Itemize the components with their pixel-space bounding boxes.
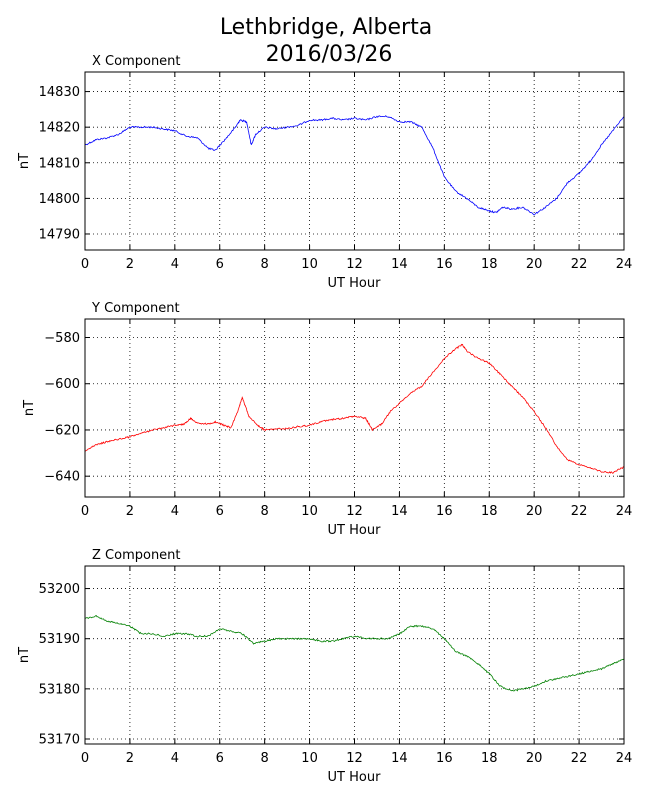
- x-tick-label: 0: [81, 504, 89, 519]
- x-tick-label: 12: [346, 257, 363, 272]
- x-tick-label: 14: [391, 751, 408, 766]
- y-tick-label: −580: [44, 331, 80, 346]
- y-tick-label: 14820: [39, 121, 80, 136]
- x-tick-label: 10: [301, 751, 318, 766]
- y-component-xlabel: UT Hour: [328, 523, 382, 538]
- x-tick-label: 12: [346, 504, 363, 519]
- y-tick-label: 53190: [39, 632, 80, 647]
- x-tick-label: 2: [126, 257, 134, 272]
- x-tick-label: 6: [216, 504, 224, 519]
- x-tick-label: 18: [481, 257, 498, 272]
- y-component-panel: Y Component nT UT Hour 0 2 4 6 8 10 12 14 16 18 20…: [22, 301, 632, 538]
- x-tick-label: 4: [171, 751, 179, 766]
- x-tick-label: 24: [616, 751, 633, 766]
- series-line: [84, 614, 625, 692]
- x-component-ylabel: nT: [17, 153, 32, 169]
- x-tick-label: 4: [171, 504, 179, 519]
- x-tick-label: 16: [436, 257, 453, 272]
- y-tick-label: 14790: [39, 227, 80, 242]
- x-tick-label: 20: [526, 751, 543, 766]
- figure-title-line2: 2016/03/26: [266, 42, 393, 67]
- figure-title-line1: Lethbridge, Alberta: [220, 15, 432, 40]
- series-line: [84, 115, 625, 216]
- x-tick-label: 24: [616, 504, 633, 519]
- x-tick-label: 20: [526, 257, 543, 272]
- y-tick-label: 14800: [39, 192, 80, 207]
- x-tick-label: 20: [526, 504, 543, 519]
- x-tick-label: 12: [346, 751, 363, 766]
- x-tick-label: 24: [616, 257, 633, 272]
- y-tick-label: −640: [44, 470, 80, 485]
- z-component-ylabel: nT: [17, 647, 32, 663]
- x-tick-label: 18: [481, 504, 498, 519]
- x-tick-label: 2: [126, 504, 134, 519]
- x-tick-label: 0: [81, 751, 89, 766]
- x-tick-label: 22: [571, 257, 588, 272]
- x-tick-label: 16: [436, 751, 453, 766]
- x-component-panel: X Component nT UT Hour 0 2 4 6 8 10 12 14 16 18 20…: [17, 54, 632, 291]
- x-tick-label: 16: [436, 504, 453, 519]
- x-component-title: X Component: [92, 54, 181, 69]
- x-tick-label: 8: [261, 504, 269, 519]
- y-tick-label: 14810: [39, 156, 80, 171]
- x-tick-label: 18: [481, 751, 498, 766]
- x-tick-label: 22: [571, 504, 588, 519]
- y-component-title: Y Component: [91, 301, 180, 316]
- x-tick-label: 6: [216, 257, 224, 272]
- y-tick-label: −600: [44, 377, 80, 392]
- y-component-ylabel: nT: [22, 400, 37, 416]
- series-line: [84, 343, 625, 474]
- x-tick-label: 8: [261, 257, 269, 272]
- y-tick-label: 53200: [39, 582, 80, 597]
- x-tick-label: 10: [301, 504, 318, 519]
- x-tick-label: 8: [261, 751, 269, 766]
- z-component-xlabel: UT Hour: [328, 770, 382, 785]
- x-tick-label: 6: [216, 751, 224, 766]
- x-tick-label: 14: [391, 504, 408, 519]
- y-tick-label: 53180: [39, 682, 80, 697]
- x-tick-label: 10: [301, 257, 318, 272]
- y-tick-label: 14830: [39, 85, 80, 100]
- z-component-title: Z Component: [92, 548, 181, 563]
- x-tick-label: 2: [126, 751, 134, 766]
- x-tick-label: 0: [81, 257, 89, 272]
- x-tick-label: 14: [391, 257, 408, 272]
- y-tick-label: −620: [44, 423, 80, 438]
- z-component-panel: Z Component nT UT Hour 0 2 4 6 8 10 12 14 16 18 20…: [17, 548, 632, 785]
- x-tick-label: 22: [571, 751, 588, 766]
- x-tick-label: 4: [171, 257, 179, 272]
- y-tick-label: 53170: [39, 732, 80, 747]
- x-component-xlabel: UT Hour: [328, 276, 382, 291]
